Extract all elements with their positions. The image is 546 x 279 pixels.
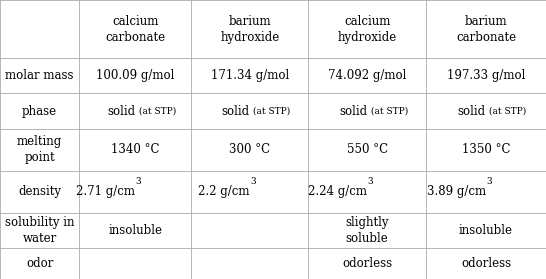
Text: odor: odor [26,257,54,270]
Text: 300 °C: 300 °C [229,143,270,156]
Text: 1340 °C: 1340 °C [111,143,159,156]
Text: calcium
carbonate: calcium carbonate [105,15,165,44]
Text: 3: 3 [486,177,492,186]
Text: 550 °C: 550 °C [347,143,388,156]
Text: insoluble: insoluble [108,224,162,237]
Text: barium
carbonate: barium carbonate [456,15,516,44]
Text: 3: 3 [250,177,256,186]
Text: density: density [18,185,61,198]
Text: molar mass: molar mass [5,69,74,82]
Text: 2.71 g/cm: 2.71 g/cm [76,185,135,198]
Text: odorless: odorless [461,257,511,270]
Text: 74.092 g/mol: 74.092 g/mol [328,69,406,82]
Text: 171.34 g/mol: 171.34 g/mol [211,69,289,82]
Text: (at STP): (at STP) [135,107,176,116]
Text: (at STP): (at STP) [367,107,408,116]
Text: solid: solid [458,105,486,117]
Text: (at STP): (at STP) [250,107,290,116]
Text: 3: 3 [135,177,141,186]
Text: calcium
hydroxide: calcium hydroxide [337,15,397,44]
Text: 3.89 g/cm: 3.89 g/cm [427,185,486,198]
Text: 2.24 g/cm: 2.24 g/cm [308,185,367,198]
Text: solubility in
water: solubility in water [5,216,74,245]
Text: 197.33 g/mol: 197.33 g/mol [447,69,525,82]
Text: solid: solid [107,105,135,117]
Text: phase: phase [22,105,57,117]
Text: melting
point: melting point [17,135,62,164]
Text: solid: solid [339,105,367,117]
Text: 1350 °C: 1350 °C [462,143,510,156]
Text: insoluble: insoluble [459,224,513,237]
Text: 100.09 g/mol: 100.09 g/mol [96,69,174,82]
Text: 3: 3 [367,177,373,186]
Text: slightly
soluble: slightly soluble [346,216,389,245]
Text: barium
hydroxide: barium hydroxide [220,15,280,44]
Text: solid: solid [222,105,250,117]
Text: 2.2 g/cm: 2.2 g/cm [198,185,250,198]
Text: odorless: odorless [342,257,392,270]
Text: (at STP): (at STP) [486,107,527,116]
